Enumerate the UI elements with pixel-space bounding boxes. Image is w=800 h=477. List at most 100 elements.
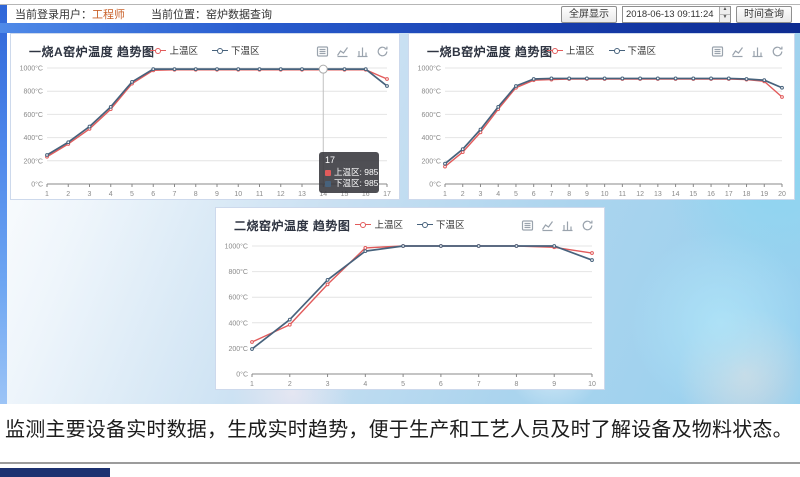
svg-text:12: 12 xyxy=(277,191,285,198)
legend-label: 下温区 xyxy=(231,46,260,57)
svg-text:4: 4 xyxy=(496,191,500,198)
current-location-value: 窑炉数据查询 xyxy=(206,9,272,21)
panel-header: 一烧A窑炉温度 趋势图 上温区 下温区 xyxy=(11,34,399,60)
svg-text:800°C: 800°C xyxy=(228,268,248,276)
spinner-down-icon[interactable]: ▼ xyxy=(720,14,730,22)
svg-text:1000°C: 1000°C xyxy=(20,65,43,73)
legend-item-upper-zone[interactable]: 上温区 xyxy=(355,217,403,231)
svg-text:6: 6 xyxy=(439,381,443,388)
legend-line-icon xyxy=(546,46,563,54)
svg-text:7: 7 xyxy=(173,191,177,198)
datetime-spinner[interactable]: ▲ ▼ xyxy=(719,6,730,22)
svg-text:200°C: 200°C xyxy=(23,157,43,165)
legend-label: 上温区 xyxy=(169,46,198,57)
datetime-input[interactable] xyxy=(623,6,719,22)
svg-text:6: 6 xyxy=(151,191,155,198)
svg-text:0°C: 0°C xyxy=(31,181,43,189)
data-view-icon[interactable] xyxy=(711,45,724,58)
svg-text:3: 3 xyxy=(88,191,92,198)
current-user-value: 工程师 xyxy=(92,9,125,21)
legend-line-icon xyxy=(150,46,167,54)
page-caption: 监测主要设备实时数据，生成实时趋势，便于生产和工艺人员及时了解设备及物料状态。 xyxy=(5,419,793,441)
svg-text:600°C: 600°C xyxy=(228,294,248,302)
restore-icon[interactable] xyxy=(376,45,389,58)
legend-item-upper-zone[interactable]: 上温区 xyxy=(150,43,198,57)
bar-chart-icon[interactable] xyxy=(561,219,574,232)
svg-text:6: 6 xyxy=(532,191,536,198)
svg-text:800°C: 800°C xyxy=(421,88,441,96)
svg-text:9: 9 xyxy=(585,191,589,198)
current-user-label: 当前登录用户： xyxy=(15,9,92,21)
data-view-icon[interactable] xyxy=(316,45,329,58)
line-chart-icon[interactable] xyxy=(336,45,349,58)
svg-text:800°C: 800°C xyxy=(23,88,43,96)
current-user: 当前登录用户：工程师 xyxy=(15,6,125,22)
legend-label: 上温区 xyxy=(565,46,595,57)
svg-text:15: 15 xyxy=(689,191,697,198)
legend-item-lower-zone[interactable]: 下温区 xyxy=(212,43,260,57)
svg-text:20: 20 xyxy=(778,191,786,198)
legend-item-lower-zone[interactable]: 下温区 xyxy=(608,43,657,57)
svg-text:400°C: 400°C xyxy=(421,134,441,142)
chart-plot-area[interactable]: 0°C 200°C 400°C 600°C 800°C 1000°C 1 2 3 4 5 6 7 8 9 10… xyxy=(11,60,399,199)
chart-toolbox xyxy=(521,219,594,232)
fullscreen-button[interactable]: 全屏显示 xyxy=(561,5,617,23)
data-view-icon[interactable] xyxy=(521,219,534,232)
svg-text:7: 7 xyxy=(477,381,481,388)
svg-text:1: 1 xyxy=(250,381,254,388)
svg-text:600°C: 600°C xyxy=(421,111,441,119)
svg-text:16: 16 xyxy=(707,191,715,198)
header-info: 当前登录用户：工程师 当前位置：窑炉数据查询 xyxy=(7,6,272,22)
svg-text:10: 10 xyxy=(588,381,596,388)
svg-text:3: 3 xyxy=(479,191,483,198)
time-query-button[interactable]: 时间查询 xyxy=(736,5,792,23)
chart-legend: 上温区 下温区 xyxy=(216,217,604,231)
svg-text:17: 17 xyxy=(383,191,391,198)
chart-title: 一烧B窑炉温度 趋势图 xyxy=(427,44,553,59)
bottom-bar-fragment xyxy=(0,468,110,477)
svg-text:8: 8 xyxy=(514,381,518,388)
line-chart-icon[interactable] xyxy=(541,219,554,232)
svg-text:1000°C: 1000°C xyxy=(225,243,248,251)
svg-text:14: 14 xyxy=(319,191,327,198)
legend-line-icon xyxy=(212,46,228,54)
spinner-up-icon[interactable]: ▲ xyxy=(720,6,730,15)
chart-panel-kiln-b: 一烧B窑炉温度 趋势图 上温区 下温区 0°C 200°C 400°C 600°C 80… xyxy=(408,33,795,200)
svg-text:11: 11 xyxy=(619,191,626,198)
svg-text:0°C: 0°C xyxy=(429,181,441,189)
divider-line xyxy=(0,462,800,464)
svg-text:2: 2 xyxy=(461,191,465,198)
svg-text:17: 17 xyxy=(725,191,733,198)
svg-text:4: 4 xyxy=(109,191,113,198)
svg-text:11: 11 xyxy=(256,191,263,198)
svg-text:1: 1 xyxy=(45,191,49,198)
svg-text:5: 5 xyxy=(130,191,134,198)
svg-text:2: 2 xyxy=(288,381,292,388)
datetime-picker[interactable]: ▲▼ xyxy=(622,5,731,23)
legend-item-lower-zone[interactable]: 下温区 xyxy=(417,217,465,231)
svg-text:12: 12 xyxy=(636,191,644,198)
line-chart-icon[interactable] xyxy=(731,45,744,58)
legend-label: 上温区 xyxy=(374,220,403,231)
bar-chart-icon[interactable] xyxy=(751,45,764,58)
svg-text:3: 3 xyxy=(326,381,330,388)
restore-icon[interactable] xyxy=(771,45,784,58)
chart-title: 一烧A窑炉温度 趋势图 xyxy=(29,44,155,59)
legend-line-icon xyxy=(417,220,433,228)
legend-line-icon xyxy=(608,46,625,54)
bar-chart-icon[interactable] xyxy=(356,45,369,58)
legend-label: 下温区 xyxy=(436,220,465,231)
chart-plot-area[interactable]: 0°C 200°C 400°C 600°C 800°C 1000°C 1 2 3 4 5 6 7 8 9 10 xyxy=(216,238,604,389)
legend-item-upper-zone[interactable]: 上温区 xyxy=(546,43,595,57)
chart-plot-area[interactable]: 0°C 200°C 400°C 600°C 800°C 1000°C 1 2 3 4 5 6 7 8 9 10… xyxy=(409,60,794,199)
svg-text:600°C: 600°C xyxy=(23,111,43,119)
current-location: 当前位置：窑炉数据查询 xyxy=(151,6,272,22)
restore-icon[interactable] xyxy=(581,219,594,232)
svg-text:14: 14 xyxy=(672,191,680,198)
current-location-label: 当前位置： xyxy=(151,9,206,21)
svg-text:13: 13 xyxy=(654,191,662,198)
svg-text:16: 16 xyxy=(362,191,370,198)
svg-text:2: 2 xyxy=(66,191,70,198)
svg-text:200°C: 200°C xyxy=(421,157,441,165)
legend-label: 下温区 xyxy=(627,46,657,57)
